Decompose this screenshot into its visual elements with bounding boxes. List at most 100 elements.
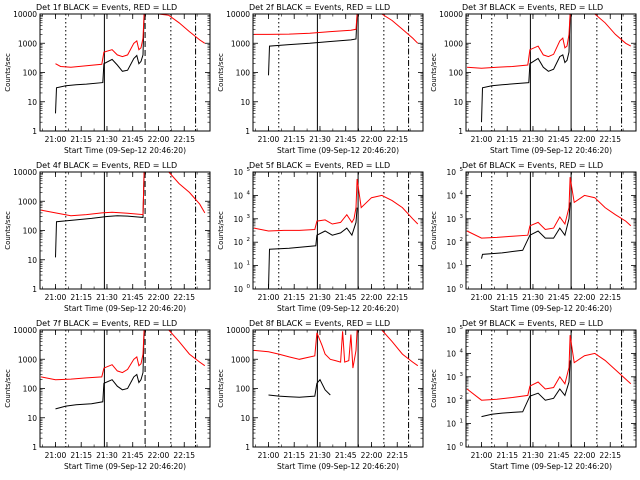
x-tick-label: 22:15 (386, 451, 408, 460)
y-tick-exponent: 5 (460, 167, 464, 173)
x-tick-label: 21:45 (548, 451, 570, 460)
plot-frame (252, 13, 424, 132)
x-tick-label: 21:45 (122, 293, 144, 302)
y-tick-label: 10 (446, 262, 456, 271)
y-tick-label: 1000 (444, 39, 463, 48)
y-axis-label: Counts/sec (430, 369, 438, 408)
x-tick-label: 21:00 (471, 451, 493, 460)
x-tick-label: 21:15 (283, 135, 305, 144)
y-tick-label: 10 (27, 98, 37, 107)
x-tick-label: 21:45 (548, 293, 570, 302)
plot-area (55, 14, 206, 131)
x-tick-label: 22:00 (148, 451, 170, 460)
events-series-line (481, 202, 571, 259)
x-axis-label: Start Time (09-Sep-12 20:46:20) (277, 146, 399, 155)
lld-series-line (40, 172, 206, 217)
x-axis-label: Start Time (09-Sep-12 20:46:20) (490, 304, 612, 313)
x-tick-label: 21:30 (309, 451, 331, 460)
y-axis-label: Counts/sec (217, 211, 225, 250)
x-tick-label: 22:00 (361, 293, 383, 302)
y-tick-label: 100 (449, 69, 464, 78)
x-tick-label: 22:15 (386, 135, 408, 144)
y-tick-label: 1000 (18, 355, 37, 364)
x-tick-label: 21:30 (522, 451, 544, 460)
y-tick-exponent: 0 (247, 284, 251, 290)
y-tick-label: 10 (233, 191, 243, 200)
y-tick-label: 10 (240, 98, 250, 107)
x-tick-label: 21:30 (309, 293, 331, 302)
plot-frame (39, 329, 211, 448)
y-tick-label: 100 (236, 385, 251, 394)
y-tick-label: 100 (23, 227, 38, 236)
y-tick-label: 10 (446, 396, 456, 405)
detector-panel-8: Det 8f BLACK = Events, RED = LLD Counts/s… (217, 319, 424, 471)
x-tick-label: 21:45 (335, 135, 357, 144)
x-tick-label: 22:15 (173, 293, 195, 302)
events-series-line (268, 378, 331, 398)
x-tick-label: 22:15 (599, 293, 621, 302)
x-tick-label: 22:15 (599, 135, 621, 144)
y-tick-label: 10000 (226, 10, 250, 19)
x-axis-label: Start Time (09-Sep-12 20:46:20) (64, 304, 186, 313)
x-axis-label: Start Time (09-Sep-12 20:46:20) (490, 462, 612, 471)
x-tick-label: 21:00 (45, 135, 67, 144)
x-tick-label: 21:45 (548, 135, 570, 144)
x-tick-label: 21:45 (335, 293, 357, 302)
plot-frame (465, 13, 637, 132)
detector-panel-7: Det 7f BLACK = Events, RED = LLD Counts/s… (4, 319, 211, 471)
x-tick-label: 21:15 (70, 293, 92, 302)
panel-title: Det 7f BLACK = Events, RED = LLD (36, 319, 177, 328)
y-tick-label: 1 (245, 443, 250, 452)
y-tick-label: 10 (27, 414, 37, 423)
y-tick-label: 1 (32, 443, 37, 452)
y-tick-label: 10 (233, 262, 243, 271)
plot-frame (465, 329, 637, 448)
plot-area (253, 172, 419, 289)
panel-title: Det 1f BLACK = Events, RED = LLD (36, 3, 177, 12)
y-tick-label: 1 (245, 127, 250, 136)
x-tick-label: 21:15 (70, 135, 92, 144)
y-tick-label: 10 (233, 168, 243, 177)
y-axis-label: Counts/sec (4, 369, 12, 408)
y-tick-label: 10 (446, 420, 456, 429)
y-tick-label: 10 (233, 238, 243, 247)
y-tick-exponent: 2 (247, 237, 251, 243)
y-tick-exponent: 1 (460, 261, 464, 267)
y-tick-exponent: 3 (460, 214, 464, 220)
x-tick-label: 22:00 (574, 293, 596, 302)
detector-panel-1: Det 1f BLACK = Events, RED = LLD Counts/s… (4, 3, 211, 155)
y-axis-label: Counts/sec (4, 53, 12, 92)
x-axis-label: Start Time (09-Sep-12 20:46:20) (490, 146, 612, 155)
x-tick-label: 21:00 (258, 135, 280, 144)
y-tick-label: 10 (446, 326, 456, 335)
plot-area (466, 330, 632, 447)
plot-frame (465, 171, 637, 290)
lld-series-line (55, 14, 206, 68)
y-tick-label: 10 (446, 238, 456, 247)
lld-series-line (40, 330, 206, 381)
panel-title: Det 8f BLACK = Events, RED = LLD (249, 319, 390, 328)
y-axis-label: Counts/sec (217, 53, 225, 92)
events-series-line (268, 207, 358, 289)
y-tick-label: 1 (32, 285, 37, 294)
x-tick-label: 21:15 (496, 451, 518, 460)
y-tick-label: 10 (446, 168, 456, 177)
x-tick-label: 21:30 (522, 135, 544, 144)
panel-title: Det 4f BLACK = Events, RED = LLD (36, 161, 177, 170)
events-series-line (55, 172, 145, 258)
plot-frame (252, 329, 424, 448)
events-series-line (55, 14, 145, 114)
y-tick-label: 10000 (13, 168, 37, 177)
x-tick-label: 21:15 (283, 451, 305, 460)
x-tick-label: 21:15 (496, 293, 518, 302)
x-tick-label: 21:30 (96, 135, 118, 144)
y-tick-label: 10 (446, 285, 456, 294)
y-tick-label: 1 (32, 127, 37, 136)
y-tick-label: 10 (446, 373, 456, 382)
plot-area (40, 330, 206, 447)
x-tick-label: 21:15 (283, 293, 305, 302)
y-tick-label: 1000 (231, 355, 250, 364)
y-tick-label: 10 (446, 191, 456, 200)
y-tick-label: 10 (446, 443, 456, 452)
y-tick-label: 1000 (18, 197, 37, 206)
